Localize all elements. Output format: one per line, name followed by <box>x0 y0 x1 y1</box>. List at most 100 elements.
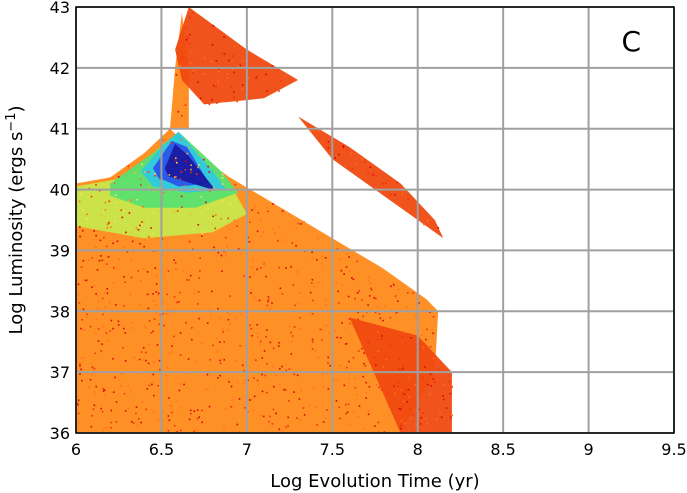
scatter-point <box>112 358 114 360</box>
scatter-point <box>137 229 140 231</box>
scatter-point <box>198 416 200 418</box>
scatter-point <box>112 242 114 245</box>
scatter-point <box>227 73 229 75</box>
scatter-point <box>200 97 202 100</box>
scatter-point <box>418 343 420 345</box>
scatter-point <box>106 223 109 226</box>
scatter-point <box>236 225 238 227</box>
scatter-point <box>191 327 193 329</box>
scatter-point <box>204 231 206 233</box>
scatter-point <box>226 77 228 79</box>
scatter-point <box>173 259 175 261</box>
scatter-point <box>253 272 255 275</box>
scatter-point <box>94 332 97 335</box>
scatter-point <box>290 353 293 355</box>
scatter-point <box>226 311 229 314</box>
scatter-point <box>178 389 181 392</box>
scatter-point <box>180 195 183 198</box>
scatter-point <box>189 240 191 243</box>
scatter-point <box>175 74 178 76</box>
scatter-point <box>401 193 403 195</box>
scatter-point <box>383 431 386 433</box>
scatter-point <box>210 223 213 225</box>
scatter-point <box>185 39 188 41</box>
scatter-point <box>173 335 175 338</box>
scatter-point <box>338 302 340 304</box>
y-tick-labels: 36 37 38 39 40 41 42 43 <box>50 0 70 443</box>
scatter-point <box>96 294 99 297</box>
scatter-point <box>243 370 245 372</box>
scatter-point <box>412 414 414 416</box>
scatter-point <box>266 391 268 394</box>
scatter-point <box>321 372 324 375</box>
scatter-point <box>297 302 300 305</box>
scatter-point <box>336 379 339 381</box>
scatter-point <box>233 219 236 222</box>
scatter-point <box>91 257 94 259</box>
scatter-point <box>141 401 144 403</box>
scatter-point <box>148 186 151 188</box>
scatter-point <box>267 210 269 213</box>
scatter-point <box>229 203 231 206</box>
scatter-point <box>185 160 187 163</box>
scatter-point <box>173 211 175 213</box>
scatter-point <box>369 282 371 284</box>
scatter-point <box>422 346 425 349</box>
scatter-point <box>367 279 370 282</box>
scatter-point <box>392 385 395 388</box>
scatter-point <box>326 409 328 411</box>
scatter-point <box>225 408 227 410</box>
scatter-point <box>76 395 79 398</box>
scatter-point <box>185 26 187 29</box>
scatter-point <box>343 327 345 330</box>
scatter-point <box>201 421 203 424</box>
scatter-point <box>379 317 382 320</box>
scatter-point <box>324 299 327 302</box>
x-tick-label: 9 <box>583 440 593 459</box>
scatter-point <box>226 329 229 331</box>
scatter-point <box>195 187 198 189</box>
scatter-point <box>141 223 143 226</box>
scatter-point <box>215 86 217 88</box>
scatter-point <box>169 404 171 407</box>
scatter-point <box>237 248 240 250</box>
scatter-point <box>80 357 83 360</box>
scatter-point <box>255 77 258 79</box>
scatter-point <box>77 283 80 286</box>
scatter-point <box>125 231 127 234</box>
scatter-point <box>346 411 349 414</box>
scatter-point <box>249 240 252 242</box>
scatter-point <box>351 277 353 279</box>
scatter-point <box>367 304 369 306</box>
scatter-point <box>273 385 275 388</box>
scatter-point <box>291 340 293 343</box>
scatter-point <box>197 164 200 166</box>
scatter-point <box>316 237 319 239</box>
scatter-point <box>268 420 270 423</box>
scatter-point <box>130 258 132 261</box>
scatter-point <box>207 165 209 168</box>
scatter-point <box>231 86 233 89</box>
scatter-point <box>405 306 408 308</box>
scatter-point <box>152 330 154 332</box>
scatter-point <box>131 240 134 243</box>
scatter-point <box>266 329 268 331</box>
scatter-point <box>142 347 145 349</box>
scatter-point <box>393 284 395 286</box>
scatter-point <box>409 408 411 411</box>
scatter-point <box>123 276 125 278</box>
scatter-point <box>330 155 332 157</box>
scatter-point <box>173 424 176 427</box>
scatter-point <box>77 403 79 406</box>
scatter-point <box>199 257 201 259</box>
scatter-point <box>80 368 82 371</box>
scatter-point <box>176 161 178 164</box>
scatter-point <box>375 175 377 177</box>
scatter-point <box>421 334 423 336</box>
scatter-point <box>179 291 181 294</box>
scatter-point <box>263 350 266 352</box>
scatter-point <box>341 417 343 420</box>
scatter-point <box>221 52 223 55</box>
scatter-point <box>311 348 314 350</box>
scatter-point <box>296 270 298 273</box>
